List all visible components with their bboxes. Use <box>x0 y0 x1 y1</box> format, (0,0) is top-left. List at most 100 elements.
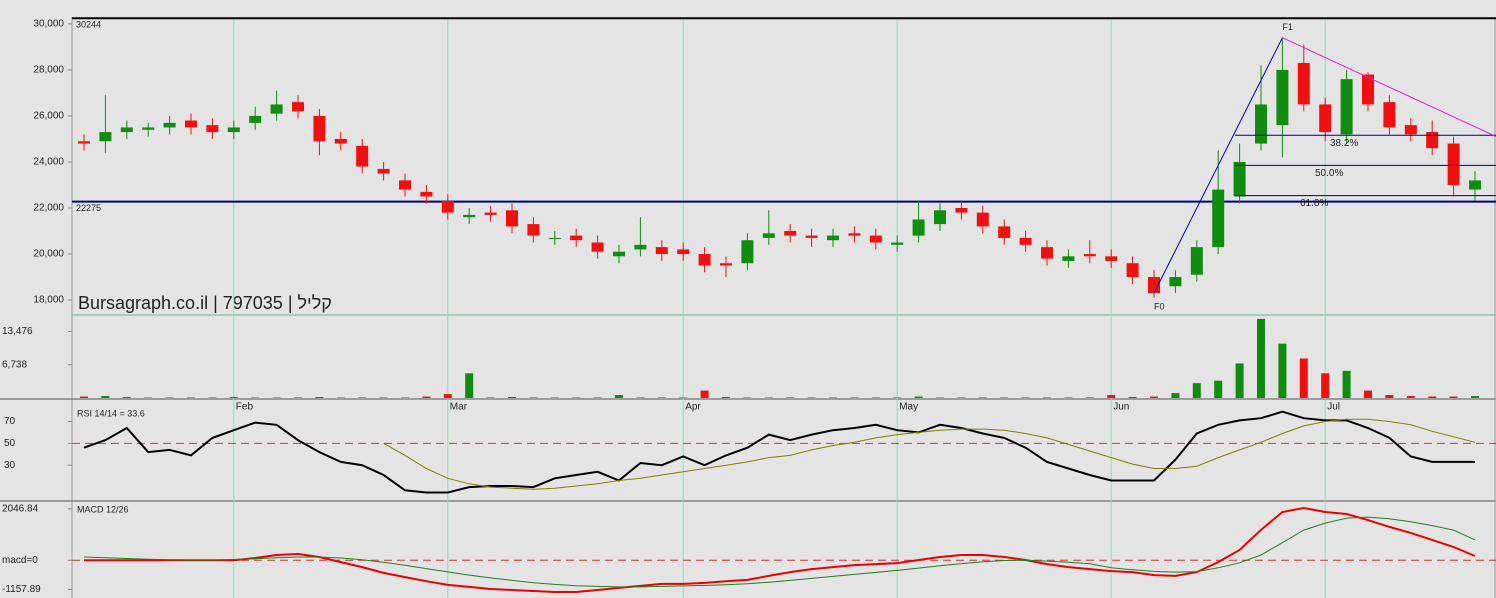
candle-body <box>484 212 497 215</box>
fib-point-label: F1 <box>1282 22 1293 32</box>
panel-title: RSI 14/14 = 33.6 <box>77 408 145 418</box>
series-line <box>83 410 1475 494</box>
volume-bar <box>1107 395 1116 398</box>
fib-trend <box>1153 37 1283 294</box>
volume-bar <box>1321 373 1330 398</box>
volume-bar <box>1192 383 1201 398</box>
candle-body <box>677 249 690 255</box>
volume-bar <box>1214 380 1223 398</box>
panel-title: MACD 12/26 <box>77 504 129 514</box>
volume-bar <box>315 397 324 398</box>
y-tick-label: 13,476 <box>2 326 33 337</box>
fib-level-label: 38.2% <box>1330 138 1358 149</box>
candle-body <box>78 141 90 144</box>
candle-body <box>99 132 112 142</box>
y-tick-label: 18,000 <box>33 295 64 306</box>
volume-bar <box>1342 370 1351 398</box>
x-tick-label: May <box>899 402 918 413</box>
volume-bar <box>722 397 730 398</box>
candle-body <box>1019 237 1032 245</box>
volume-bar <box>465 373 474 398</box>
candle-body <box>1233 161 1246 197</box>
volume-bar <box>615 395 623 398</box>
candle-body <box>976 212 989 227</box>
candle-body <box>955 207 968 213</box>
candle-body <box>1041 247 1053 259</box>
x-tick-label: Feb <box>236 402 254 413</box>
candle-body <box>1383 102 1396 128</box>
volume-bar <box>122 397 131 398</box>
candle-body <box>1148 277 1160 294</box>
line-label: 30244 <box>76 20 101 30</box>
x-tick-label: Apr <box>685 402 701 413</box>
candle-body <box>527 224 540 236</box>
fib-point-label: F0 <box>1154 302 1165 312</box>
y-tick-label: 2046.84 <box>2 503 39 514</box>
trend-line <box>1282 37 1496 138</box>
y-tick-label: macd=0 <box>2 555 38 566</box>
candle-body <box>1083 254 1096 257</box>
fib-level-label: 61.8% <box>1300 198 1328 209</box>
candle-body <box>805 235 818 238</box>
candle-body <box>869 235 882 243</box>
candle-body <box>570 235 583 241</box>
candle-body <box>1255 104 1267 144</box>
fib-level-label: 50.0% <box>1315 168 1343 179</box>
volume-bar <box>1471 396 1479 398</box>
candle-body <box>720 263 732 266</box>
candle-body <box>163 122 176 128</box>
candle-body <box>848 233 861 236</box>
candle-body <box>655 247 668 255</box>
candle-body <box>891 242 904 245</box>
volume-bar <box>80 396 88 398</box>
y-tick-label: 50 <box>4 438 16 449</box>
volume-bar <box>1128 397 1137 398</box>
line-label: 22275 <box>76 203 101 213</box>
volume-bar <box>1235 363 1244 398</box>
candle-body <box>827 235 839 241</box>
candle-body <box>313 115 326 142</box>
volume-bar <box>1150 396 1158 398</box>
volume-bar <box>1171 393 1180 398</box>
chart-title: Bursagraph.co.il | 797035 | קליל <box>78 293 332 313</box>
y-tick-label: 6,738 <box>2 359 27 370</box>
x-tick-label: Jun <box>1113 402 1129 413</box>
volume-bar <box>1428 396 1437 398</box>
candle-body <box>441 201 454 213</box>
y-tick-label: 20,000 <box>33 249 64 260</box>
candle-body <box>420 191 433 197</box>
candle-body <box>506 210 518 227</box>
series-line <box>383 418 1476 490</box>
candle-body <box>334 138 347 144</box>
candle-body <box>613 251 625 257</box>
volume-bar <box>422 396 431 398</box>
volume-bar <box>1385 395 1394 398</box>
volume-bar <box>700 390 709 398</box>
candle-body <box>292 102 304 112</box>
candle-body <box>1426 132 1439 149</box>
volume-bar <box>101 396 110 398</box>
volume-bar <box>508 397 516 398</box>
y-tick-label: 70 <box>4 416 16 427</box>
candle-body <box>1190 247 1203 275</box>
candle-body <box>185 120 197 128</box>
candle-body <box>270 104 283 114</box>
candle-body <box>142 127 155 130</box>
candle-body <box>1126 263 1139 278</box>
volume-bar <box>1449 396 1458 398</box>
candle-body <box>356 145 369 167</box>
candle-body <box>249 115 262 123</box>
candle-body <box>1447 143 1460 185</box>
y-tick-label: 30 <box>4 460 16 471</box>
y-tick-label: 28,000 <box>33 65 64 76</box>
candle-body <box>1297 63 1310 105</box>
candle-body <box>1469 180 1481 190</box>
volume-bar <box>1299 358 1308 398</box>
x-tick-label: Jul <box>1327 402 1340 413</box>
candle-body <box>377 168 390 174</box>
volume-bar <box>443 394 452 398</box>
y-tick-label: -1157.89 <box>2 584 41 595</box>
volume-bar <box>1406 396 1415 398</box>
candle-body <box>1362 74 1374 105</box>
